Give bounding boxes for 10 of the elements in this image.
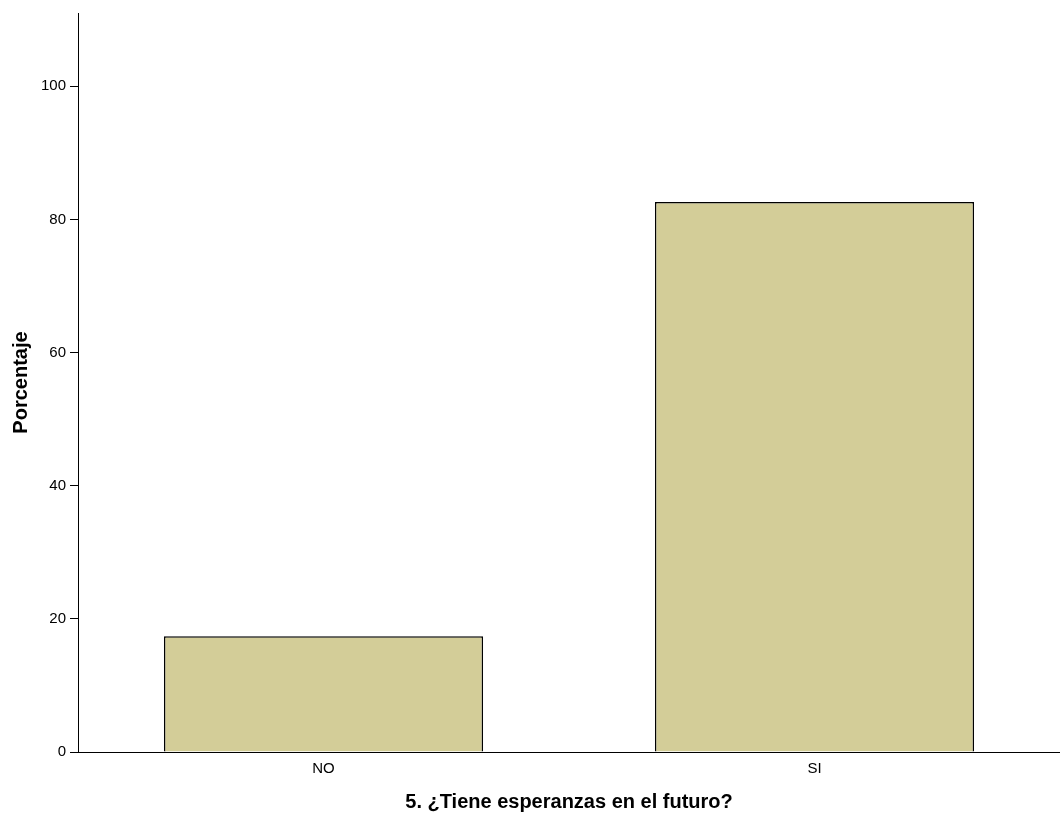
y-tick-label: 100 [41, 76, 67, 94]
x-tick-label: NO [312, 759, 335, 777]
y-tick-label: 20 [49, 608, 67, 626]
y-axis-title: Porcentaje [8, 331, 31, 434]
y-tick-label: 40 [49, 475, 67, 493]
y-tick-label: 80 [49, 209, 67, 227]
y-tick-label: 60 [49, 342, 67, 360]
x-axis-title: 5. ¿Tiene esperanzas en el futuro? [405, 789, 733, 812]
y-tick-label: 0 [57, 742, 67, 760]
x-tick-label: SI [807, 759, 822, 777]
